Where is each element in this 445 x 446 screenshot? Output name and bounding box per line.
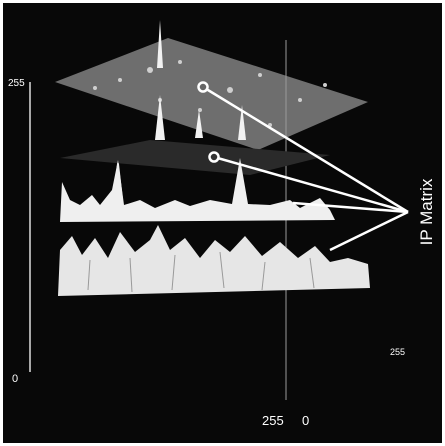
axis-label: 255 bbox=[262, 413, 284, 428]
axis-label: 255 bbox=[390, 347, 405, 357]
axis-label: 0 bbox=[302, 413, 309, 428]
figure: 255 0 255 255 0 IP Matrix bbox=[0, 0, 445, 446]
axis-label: 0 bbox=[12, 373, 18, 385]
annotation: IP Matrix bbox=[417, 178, 436, 245]
axis-label: 255 bbox=[8, 78, 25, 89]
